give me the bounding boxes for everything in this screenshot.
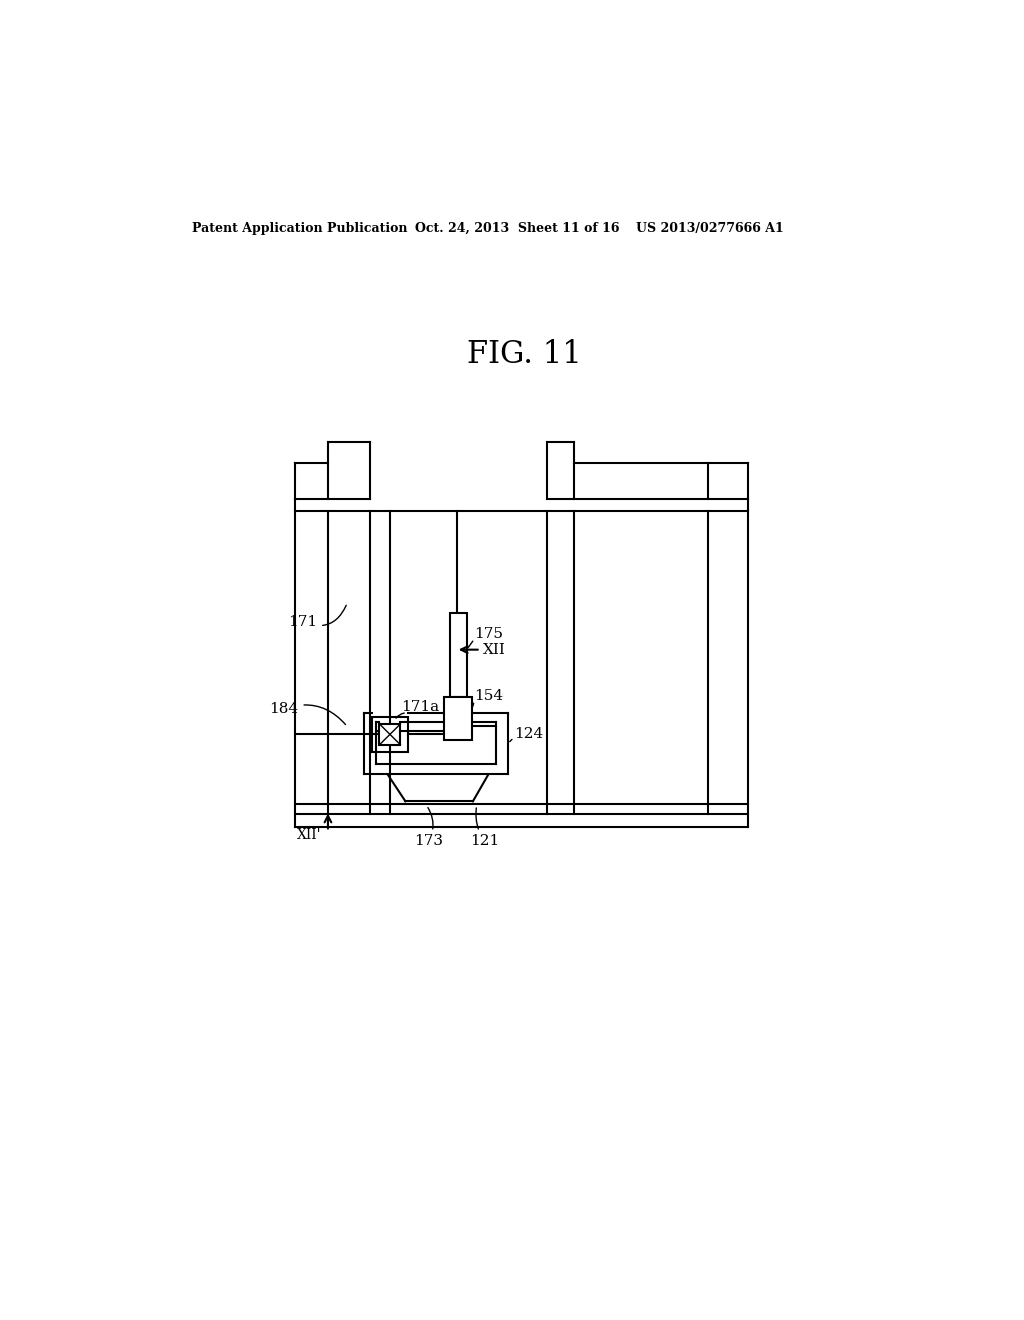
Text: XII': XII' <box>297 828 322 842</box>
Bar <box>380 723 400 744</box>
Text: 124: 124 <box>514 727 543 742</box>
Text: 184: 184 <box>269 702 345 725</box>
Text: FIG. 11: FIG. 11 <box>467 339 583 371</box>
Bar <box>372 717 408 752</box>
Text: 175: 175 <box>474 627 504 642</box>
Text: XII: XII <box>483 643 506 656</box>
Text: 173: 173 <box>414 808 443 849</box>
Bar <box>444 697 472 739</box>
Text: 154: 154 <box>474 689 504 702</box>
Text: 121: 121 <box>470 808 499 849</box>
Text: 171: 171 <box>288 606 346 628</box>
Text: Patent Application Publication: Patent Application Publication <box>191 222 408 235</box>
Text: Oct. 24, 2013  Sheet 11 of 16: Oct. 24, 2013 Sheet 11 of 16 <box>415 222 620 235</box>
Text: US 2013/0277666 A1: US 2013/0277666 A1 <box>636 222 783 235</box>
Text: 171a: 171a <box>400 700 439 714</box>
Bar <box>450 612 467 697</box>
